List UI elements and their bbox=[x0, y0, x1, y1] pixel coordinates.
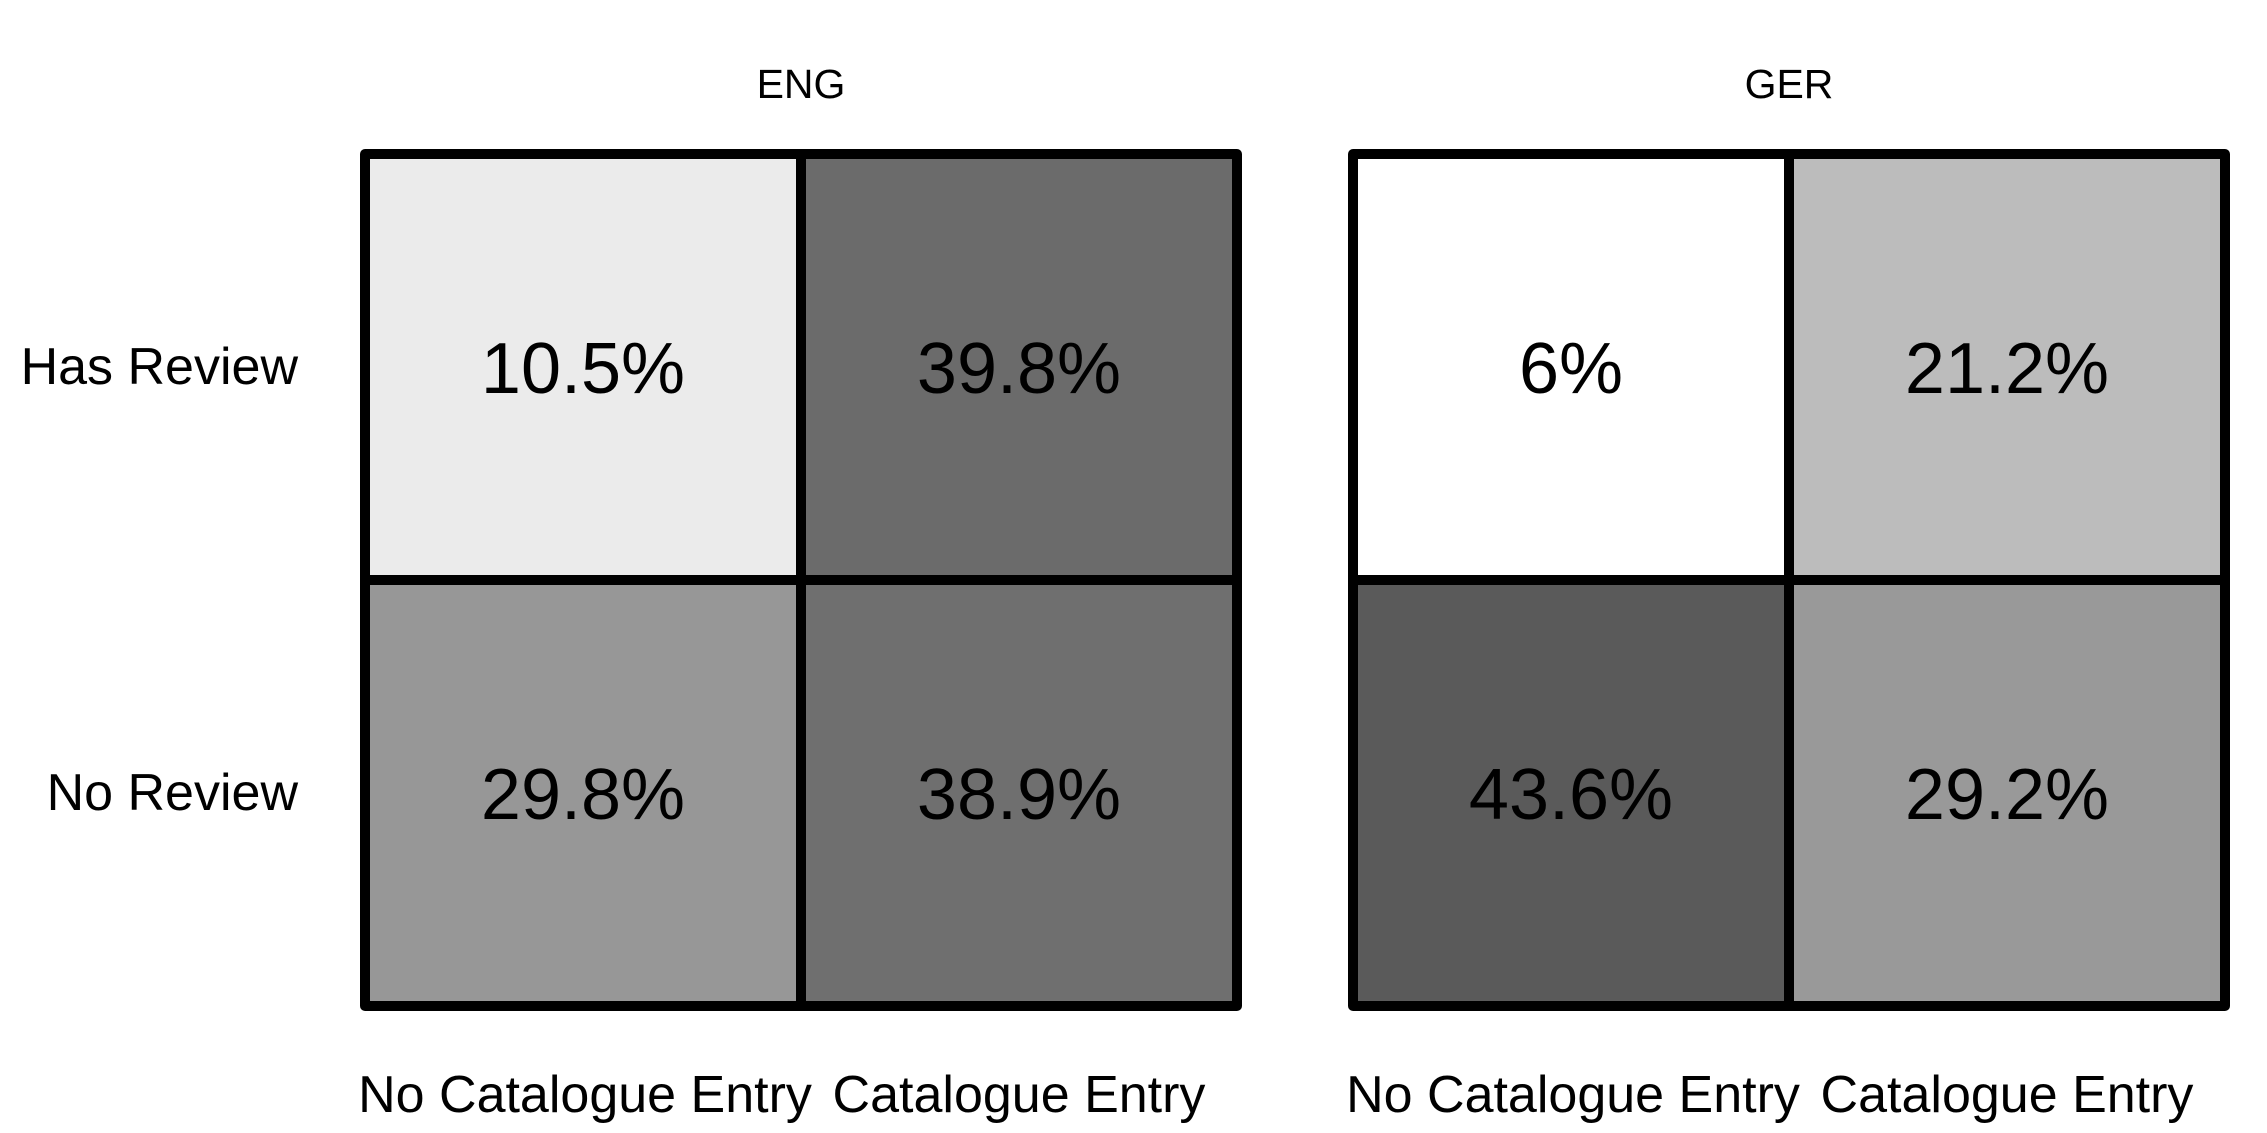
heatmap-cell bbox=[365, 580, 801, 1006]
row-label-1: No Review bbox=[47, 764, 299, 822]
panel-eng: ENG 10.5% 39.8% 29.8% 38.9% No Catalogue Entr… bbox=[358, 61, 1242, 1124]
column-label-0: No Catalogue Entry bbox=[358, 1066, 812, 1124]
cell-value-label: 43.6% bbox=[1469, 755, 1673, 835]
column-label-1: Catalogue Entry bbox=[833, 1066, 1206, 1124]
cell-value-label: 38.9% bbox=[917, 755, 1121, 835]
column-label-0: No Catalogue Entry bbox=[1346, 1066, 1800, 1124]
panel-ger: GER 6% 21.2% 43.6% 29.2% No Catalogue Entry Ca… bbox=[1346, 61, 2230, 1124]
cell-value-label: 29.2% bbox=[1905, 755, 2109, 835]
heatmap-cell bbox=[801, 154, 1237, 580]
heatmap-cell bbox=[801, 580, 1237, 1006]
heatmap-cell bbox=[1789, 154, 2225, 580]
cell-value-label: 29.8% bbox=[481, 755, 685, 835]
row-label-0: Has Review bbox=[21, 338, 299, 396]
cell-value-label: 21.2% bbox=[1905, 329, 2109, 409]
cell-value-label: 6% bbox=[1519, 329, 1623, 409]
panel-title: GER bbox=[1745, 61, 1834, 107]
heatmap-cell bbox=[365, 154, 801, 580]
column-label-1: Catalogue Entry bbox=[1821, 1066, 2194, 1124]
cell-value-label: 10.5% bbox=[481, 329, 685, 409]
cell-value-label: 39.8% bbox=[917, 329, 1121, 409]
heatmap-cell bbox=[1789, 580, 2225, 1006]
heatmap-cell bbox=[1353, 154, 1789, 580]
heatmap-cell bbox=[1353, 580, 1789, 1006]
panel-title: ENG bbox=[757, 61, 846, 107]
